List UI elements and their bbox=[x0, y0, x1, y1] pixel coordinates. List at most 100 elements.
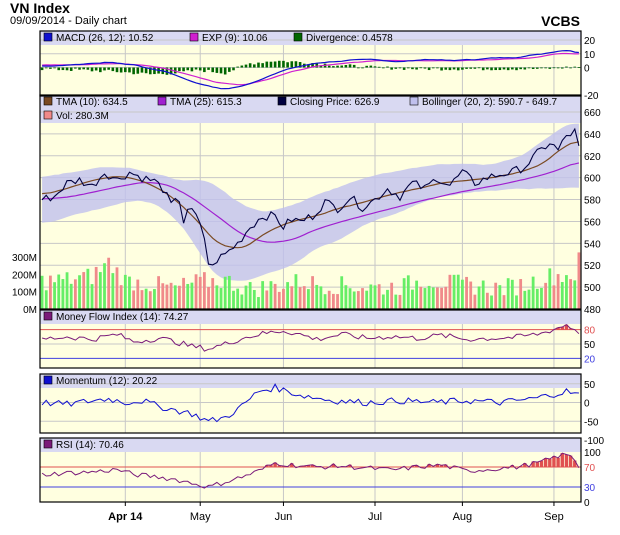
divergence-bar bbox=[523, 67, 527, 70]
legend-label: TMA (10): 634.5 bbox=[56, 97, 128, 108]
legend-label: TMA (25): 615.3 bbox=[170, 97, 242, 108]
volume-bar bbox=[140, 290, 144, 309]
tma25-line bbox=[42, 162, 580, 243]
volume-bar bbox=[198, 276, 202, 309]
volume-bar bbox=[331, 293, 335, 309]
volume-bar bbox=[398, 294, 402, 309]
volume-bar bbox=[277, 291, 281, 309]
divergence-bar bbox=[390, 67, 393, 70]
divergence-bar bbox=[386, 66, 389, 68]
legend-label: RSI (14): 70.46 bbox=[56, 440, 124, 451]
y-tick-label: -50 bbox=[584, 417, 599, 428]
volume-bar bbox=[556, 274, 560, 309]
divergence-bar bbox=[569, 67, 572, 69]
y-tick-label: 0 bbox=[584, 498, 590, 509]
volume-bar bbox=[569, 279, 572, 309]
y-tick-label: 660 bbox=[584, 108, 601, 119]
volume-bar bbox=[381, 294, 385, 309]
x-tick-label: Jun bbox=[275, 511, 293, 523]
divergence-bar bbox=[190, 67, 194, 72]
divergence-bar bbox=[515, 67, 518, 71]
volume-bar bbox=[157, 276, 161, 309]
volume-bar bbox=[352, 291, 356, 309]
volume-tick-label: 0M bbox=[23, 305, 37, 316]
divergence-bar bbox=[511, 67, 514, 70]
volume-bar bbox=[248, 282, 252, 309]
divergence-bar bbox=[57, 67, 61, 71]
divergence-bar bbox=[277, 60, 281, 68]
legend-swatch bbox=[293, 32, 303, 42]
divergence-bar bbox=[119, 67, 123, 73]
divergence-bar bbox=[269, 61, 273, 68]
divergence-bar bbox=[169, 67, 173, 75]
divergence-bar bbox=[219, 67, 223, 74]
divergence-bar bbox=[115, 67, 119, 73]
volume-bar bbox=[515, 295, 518, 309]
y-tick-label: 600 bbox=[584, 174, 601, 185]
divergence-bar bbox=[406, 67, 410, 69]
y-tick-label: 620 bbox=[584, 152, 601, 163]
divergence-bar bbox=[573, 66, 577, 68]
y-tick-label: 540 bbox=[584, 239, 601, 250]
volume-bar bbox=[236, 288, 240, 309]
divergence-bar bbox=[53, 67, 56, 69]
volume-bar bbox=[315, 284, 319, 309]
divergence-bar bbox=[203, 67, 206, 73]
divergence-bar bbox=[506, 67, 510, 71]
divergence-bar bbox=[577, 67, 581, 68]
volume-bar bbox=[257, 297, 260, 309]
volume-bar bbox=[419, 286, 423, 309]
divergence-bar bbox=[128, 67, 131, 73]
volume-bar bbox=[240, 294, 244, 309]
legend-swatch bbox=[43, 32, 53, 42]
volume-bar bbox=[394, 294, 398, 309]
x-tick-label: Jul bbox=[368, 511, 382, 523]
y-tick-label: 20 bbox=[584, 36, 596, 47]
divergence-bar bbox=[61, 67, 65, 71]
divergence-bar bbox=[540, 67, 543, 69]
volume-bar bbox=[427, 285, 431, 309]
x-tick-label: Sep bbox=[544, 511, 564, 523]
volume-tick-label: 300M bbox=[12, 253, 37, 264]
brand-label: VCBS bbox=[541, 13, 580, 29]
volume-bar bbox=[290, 286, 294, 309]
volume-bar bbox=[94, 266, 98, 309]
divergence-bar bbox=[319, 65, 323, 68]
volume-bar bbox=[369, 284, 373, 309]
volume-bar bbox=[452, 274, 456, 309]
y-tick-label: 50 bbox=[584, 380, 596, 391]
volume-bar bbox=[207, 286, 210, 309]
volume-bar bbox=[223, 276, 227, 309]
divergence-bar bbox=[448, 67, 452, 71]
volume-bar bbox=[506, 278, 510, 309]
panel-0-legend-background bbox=[40, 31, 581, 45]
divergence-bar bbox=[373, 66, 377, 68]
volume-bar bbox=[107, 257, 111, 309]
divergence-bar bbox=[69, 67, 73, 71]
divergence-bar bbox=[536, 67, 539, 69]
volume-bar bbox=[132, 290, 136, 309]
divergence-bar bbox=[369, 65, 373, 68]
volume-bar bbox=[519, 279, 523, 309]
panel-4-legend-background bbox=[40, 438, 581, 452]
divergence-bar bbox=[182, 67, 185, 72]
chart-title: VN Index bbox=[10, 0, 70, 16]
volume-bar bbox=[444, 286, 448, 309]
volume-bar bbox=[265, 290, 269, 309]
divergence-bar bbox=[423, 67, 427, 69]
y-tick-label: 100 bbox=[584, 448, 601, 459]
divergence-bar bbox=[477, 67, 481, 69]
volume-bar bbox=[307, 289, 310, 309]
divergence-bar bbox=[153, 67, 156, 75]
divergence-bar bbox=[436, 67, 439, 69]
divergence-bar bbox=[344, 65, 348, 68]
divergence-bar bbox=[498, 67, 502, 71]
divergence-bar bbox=[348, 64, 352, 68]
volume-bar bbox=[356, 291, 360, 309]
divergence-bar bbox=[398, 67, 402, 69]
volume-bar bbox=[78, 275, 81, 309]
panel-1-legend-background bbox=[40, 95, 581, 123]
divergence-bar bbox=[223, 67, 227, 75]
legend-swatch bbox=[277, 96, 287, 106]
volume-bar bbox=[344, 285, 348, 309]
